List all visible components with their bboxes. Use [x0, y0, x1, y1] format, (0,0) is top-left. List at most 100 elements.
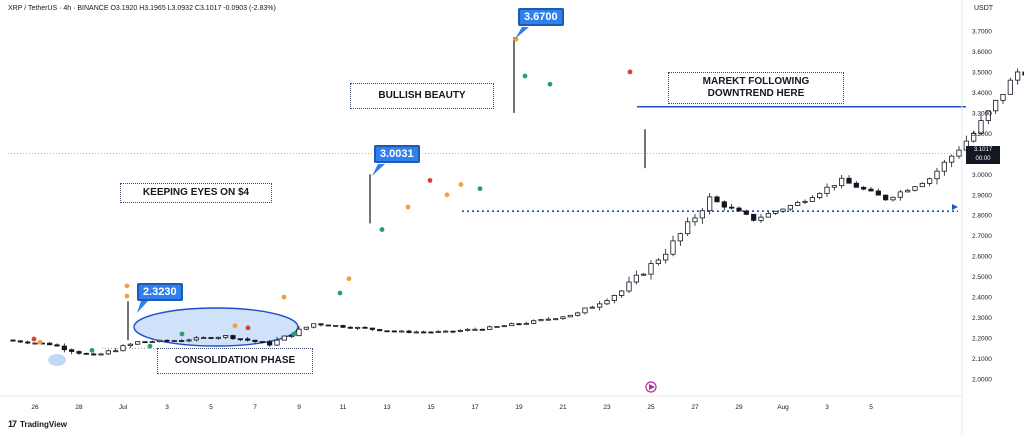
candle	[17, 339, 23, 343]
candle	[391, 330, 397, 333]
price-tick-label: 2.5000	[972, 274, 992, 281]
candle-body-down	[853, 182, 859, 188]
candle	[692, 213, 698, 226]
candle-body-up	[912, 186, 918, 191]
candle	[435, 330, 441, 333]
candle-body-up	[978, 120, 984, 134]
price-tick-label: 3.6000	[972, 49, 992, 56]
candle-body-up	[487, 326, 493, 330]
candle-body-up	[934, 170, 940, 180]
candle-body-down	[1022, 71, 1024, 76]
currency-label: USDT	[974, 5, 994, 12]
bullish-note: BULLISH BEAUTY	[350, 83, 494, 109]
candle-body-up	[809, 197, 815, 202]
price-tick-label: 3.4000	[972, 90, 992, 97]
candle-body-down	[142, 341, 148, 344]
candle	[501, 325, 507, 328]
time-tick-label: Jul	[119, 404, 128, 411]
last-price-countdown: 00:00	[975, 156, 991, 162]
signal-dot	[147, 343, 153, 349]
candle	[215, 336, 221, 340]
candle-body-up	[802, 200, 808, 203]
callout-3-0031-text: 3.0031	[380, 148, 414, 160]
candle-body-up	[626, 281, 632, 292]
candle-body-up	[949, 155, 955, 163]
candle	[978, 114, 984, 136]
candle-body-up	[780, 208, 786, 212]
candle-body-up	[993, 99, 999, 112]
candle-body-up	[149, 341, 155, 344]
candle	[897, 189, 903, 201]
candle	[729, 203, 735, 210]
candle-body-down	[237, 338, 243, 341]
candle-body-down	[347, 326, 353, 329]
keeping-eyes-text: KEEPING EYES ON $4	[142, 187, 250, 198]
price-tick-label: 3.3000	[972, 110, 992, 117]
candle-body-up	[685, 221, 691, 235]
candle-body-up	[655, 259, 661, 265]
candle	[531, 319, 537, 325]
candle-body-up	[413, 331, 419, 334]
candle-body-up	[692, 217, 698, 223]
candle	[237, 338, 243, 342]
candle	[1007, 77, 1013, 95]
candle-body-up	[824, 186, 830, 194]
candle	[663, 249, 669, 264]
candle	[846, 175, 852, 184]
candle	[179, 339, 185, 342]
candle	[120, 344, 126, 352]
candle	[347, 325, 353, 330]
candle-body-down	[61, 345, 67, 351]
candle-body-down	[69, 349, 75, 352]
candle-body-down	[318, 323, 324, 326]
candle-body-up	[545, 318, 551, 321]
candle	[883, 194, 889, 201]
candle-body-up	[223, 335, 229, 338]
candle-body-up	[98, 353, 104, 356]
signal-dot	[458, 182, 464, 187]
candle	[171, 339, 177, 342]
callout-3-0031: 3.0031	[374, 145, 420, 163]
candle-body-down	[743, 210, 749, 215]
candle	[421, 330, 427, 334]
price-tick-label: 2.0000	[972, 377, 992, 384]
signal-dot	[291, 331, 297, 337]
candle-body-down	[736, 207, 742, 212]
signal-dot	[627, 69, 633, 75]
candle	[186, 338, 192, 343]
price-tick-label: 2.3000	[972, 315, 992, 322]
candle	[230, 334, 236, 341]
candle-body-up	[795, 201, 801, 206]
candle	[443, 330, 449, 333]
candle-body-down	[479, 328, 485, 331]
candle-body-up	[553, 318, 559, 321]
candle-body-up	[120, 345, 126, 352]
candle	[47, 341, 53, 346]
tradingview-brand[interactable]: 17 TradingView	[8, 419, 67, 429]
candle	[472, 327, 478, 331]
time-tick-label: 15	[427, 404, 435, 411]
callout-2-3230: 2.3230	[137, 283, 183, 301]
candle	[83, 352, 89, 355]
symbol-name: XRP / TetherUS · 4h · BINANCE	[8, 5, 109, 12]
signal-dot	[37, 339, 43, 345]
candle	[831, 185, 837, 191]
candle-body-up	[296, 328, 302, 337]
candle	[685, 217, 691, 237]
candle-body-up	[538, 319, 544, 322]
candle	[516, 323, 522, 326]
candle-body-up	[941, 161, 947, 172]
candle-body-up	[32, 342, 38, 345]
signal-dot	[245, 325, 251, 331]
candle-body-down	[516, 323, 522, 326]
candlesticks	[10, 37, 1024, 356]
support-arrow-icon	[952, 204, 958, 210]
candle-body-down	[17, 340, 23, 343]
price-tick-label: 2.2000	[972, 336, 992, 343]
candle	[985, 109, 991, 125]
candle-body-down	[91, 353, 97, 356]
candle-body-up	[560, 316, 566, 320]
candle-body-up	[135, 341, 141, 345]
candle-body-down	[47, 342, 53, 346]
